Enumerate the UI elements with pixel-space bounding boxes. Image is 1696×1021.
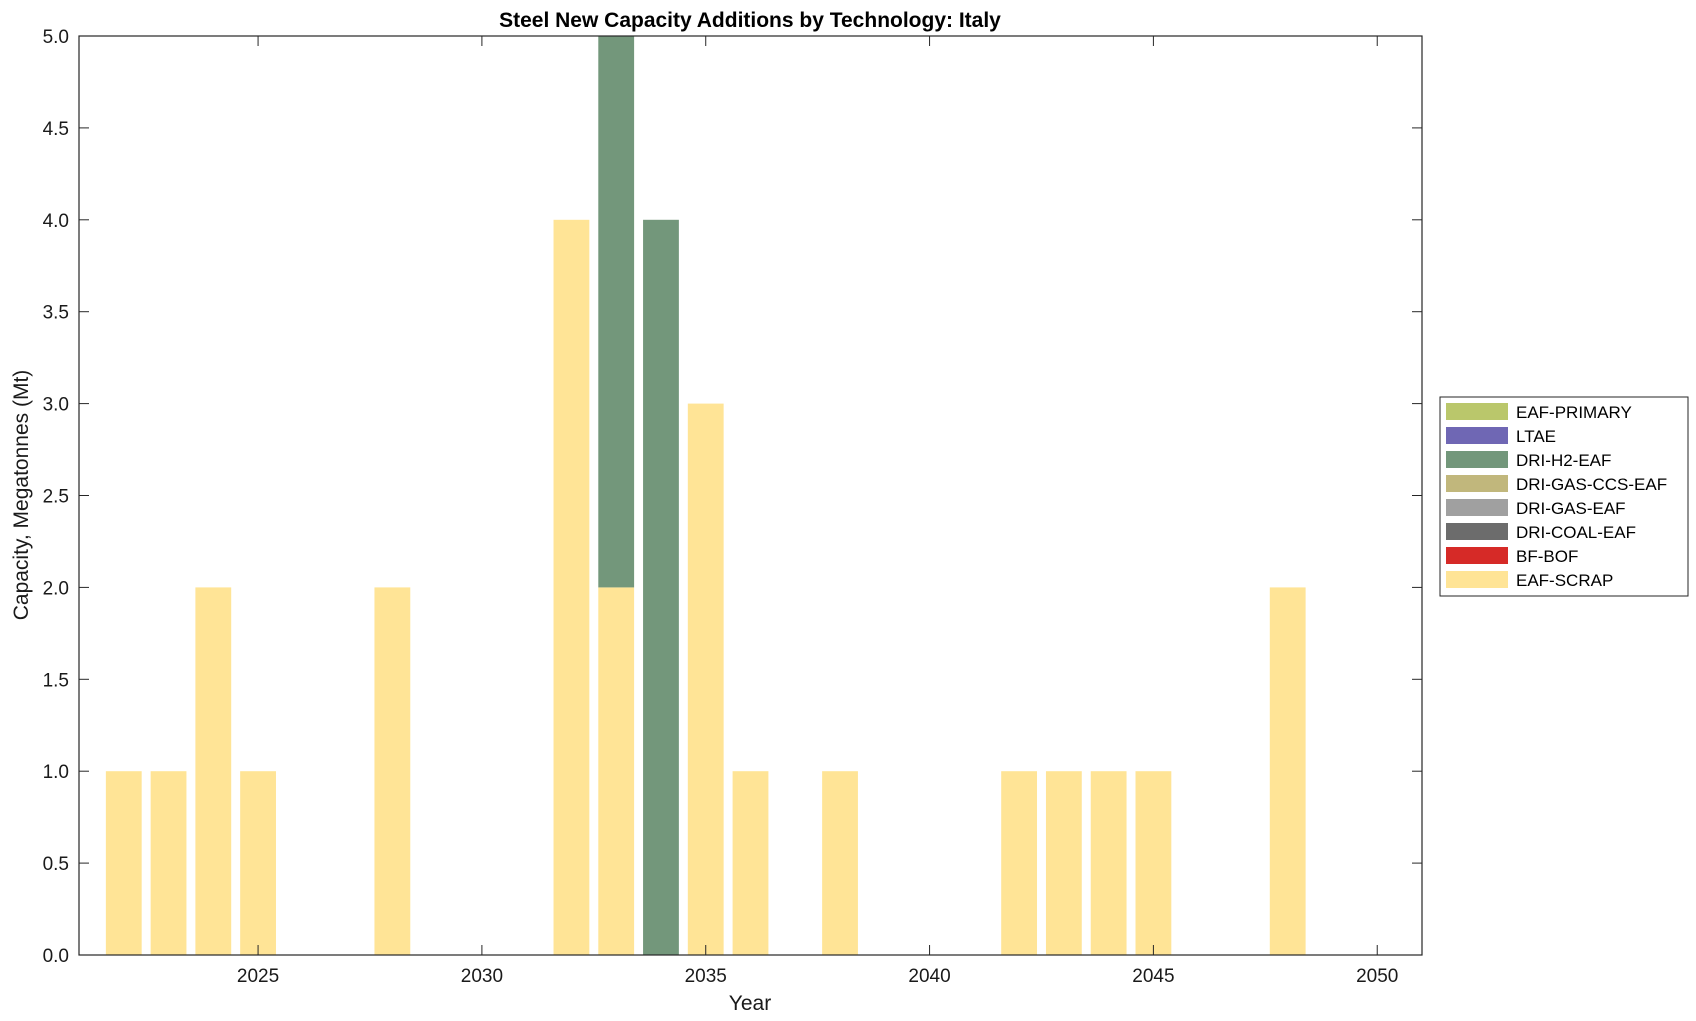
y-tick-label: 1.5 <box>43 670 69 691</box>
bar-dri-h2-eaf-2033 <box>598 36 635 588</box>
bar-eaf-scrap-2023 <box>150 771 187 955</box>
x-tick-label: 2025 <box>237 966 279 987</box>
legend-label-eaf-scrap: EAF-SCRAP <box>1516 571 1613 590</box>
legend-swatch-dri-coal-eaf <box>1446 523 1508 540</box>
bar-eaf-scrap-2035 <box>687 403 724 956</box>
y-tick-label: 3.5 <box>43 303 69 324</box>
legend-swatch-bf-bof <box>1446 547 1508 564</box>
y-tick-label: 2.5 <box>43 487 69 508</box>
legend-label-dri-gas-eaf: DRI-GAS-EAF <box>1516 499 1626 518</box>
y-tick-label: 4.0 <box>43 211 69 232</box>
bar-eaf-scrap-2033 <box>598 587 635 955</box>
y-tick-label: 0.5 <box>43 854 69 875</box>
bar-eaf-scrap-2036 <box>732 771 769 955</box>
legend-label-dri-h2-eaf: DRI-H2-EAF <box>1516 451 1611 470</box>
bar-eaf-scrap-2025 <box>240 771 276 955</box>
y-axis-title: Capacity, Megatonnes (Mt) <box>10 370 33 621</box>
legend: EAF-PRIMARY LTAE DRI-H2-EAF DRI-GAS-CCS-EAF… <box>1439 396 1689 597</box>
bar-eaf-scrap-2032 <box>553 219 590 956</box>
x-tick-label: 2040 <box>908 966 950 987</box>
legend-label-ltae: LTAE <box>1516 427 1556 446</box>
chart-title: Steel New Capacity Additions by Technolo… <box>499 9 1001 32</box>
legend-label-dri-coal-eaf: DRI-COAL-EAF <box>1516 523 1636 542</box>
bar-eaf-scrap-2043 <box>1045 771 1082 955</box>
legend-swatch-dri-gas-eaf <box>1446 499 1508 516</box>
legend-label-dri-gas-ccs-eaf: DRI-GAS-CCS-EAF <box>1516 475 1667 494</box>
x-axis-title: Year <box>729 992 771 1015</box>
y-tick-label: 2.0 <box>43 578 69 599</box>
bar-eaf-scrap-2024 <box>195 587 232 955</box>
ticks-layer: 0.0 0.5 1.0 1.5 2.0 2.5 3.0 3.5 4.0 4.5 5.0 2025 203… <box>43 27 1422 987</box>
y-tick-label: 4.5 <box>43 119 69 140</box>
x-tick-label: 2030 <box>461 966 503 987</box>
bar-eaf-scrap-2038 <box>822 771 858 955</box>
x-tick-label: 2050 <box>1356 966 1398 987</box>
bar-eaf-scrap-2048 <box>1269 587 1306 955</box>
legend-label-eaf-primary: EAF-PRIMARY <box>1516 403 1632 422</box>
bars-layer <box>105 36 1306 956</box>
y-tick-label: 0.0 <box>43 946 69 967</box>
legend-swatch-eaf-scrap <box>1446 571 1508 588</box>
x-tick-label: 2045 <box>1132 966 1174 987</box>
legend-swatch-eaf-primary <box>1446 403 1508 420</box>
legend-swatch-dri-h2-eaf <box>1446 451 1508 468</box>
x-tick-label: 2035 <box>685 966 727 987</box>
bar-dri-h2-eaf-2034 <box>643 219 679 956</box>
legend-swatch-ltae <box>1446 427 1508 444</box>
bar-eaf-scrap-2042 <box>1001 771 1038 955</box>
legend-box <box>1439 396 1689 597</box>
y-tick-label: 1.0 <box>43 762 69 783</box>
bar-eaf-scrap-2028 <box>374 587 411 955</box>
bar-eaf-scrap-2045 <box>1135 771 1172 955</box>
y-tick-label: 5.0 <box>43 27 69 48</box>
bar-eaf-scrap-2044 <box>1090 771 1127 955</box>
legend-swatch-dri-gas-ccs-eaf <box>1446 475 1508 492</box>
y-tick-label: 3.0 <box>43 395 69 416</box>
legend-label-bf-bof: BF-BOF <box>1516 547 1578 566</box>
bar-eaf-scrap-2022 <box>105 771 142 955</box>
